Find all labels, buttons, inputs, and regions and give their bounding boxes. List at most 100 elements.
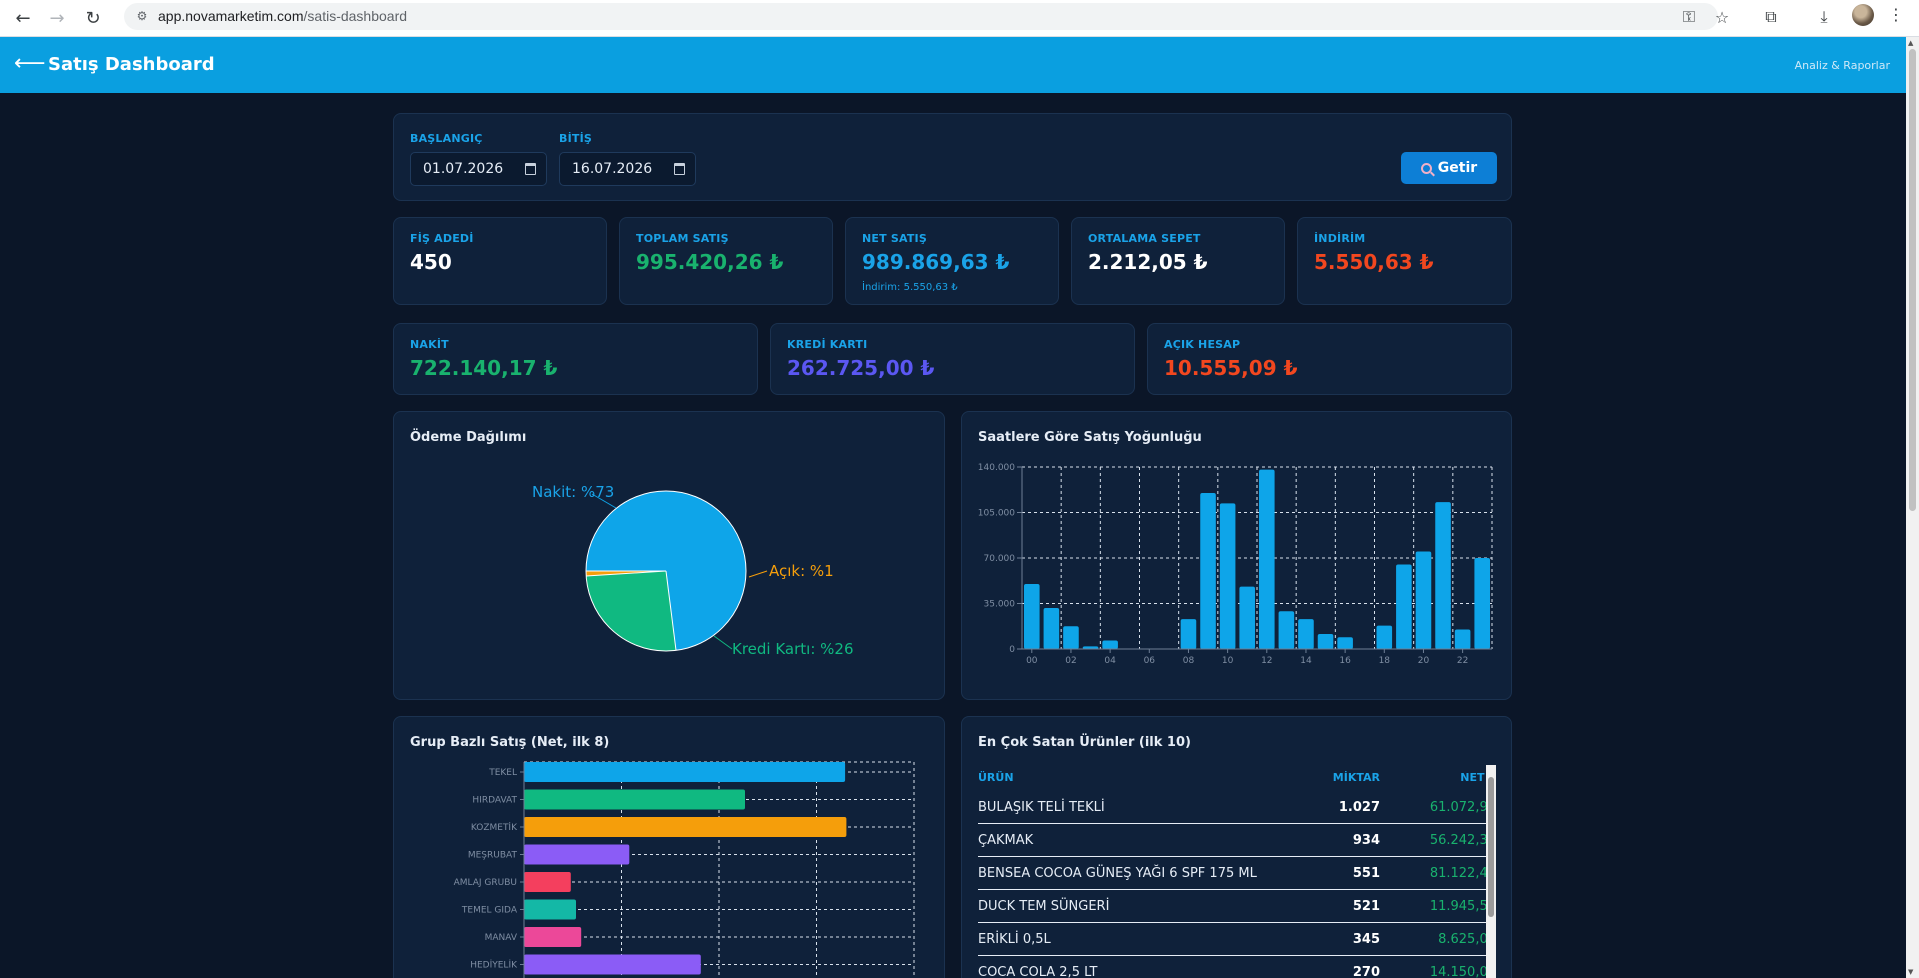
hour-bar[interactable] [1376,625,1393,649]
hour-bar[interactable] [1063,626,1079,649]
end-date-label: BİTİŞ [559,132,592,145]
fetch-button[interactable]: Getir [1401,152,1497,184]
hour-bar[interactable] [1415,551,1432,650]
hour-bar[interactable] [1239,586,1255,649]
group-bar[interactable] [524,872,571,892]
end-date-input[interactable]: 16.07.2026 [559,152,696,186]
page-scrollbar[interactable]: ▲ ▼ [1906,37,1919,978]
key-icon[interactable]: ⚿ [1682,7,1696,26]
back-icon[interactable]: ⟵ [14,51,46,76]
hour-bar[interactable] [1043,608,1060,649]
stat-card-total-sales: TOPLAM SATIŞ 995.420,26 ₺ [619,217,833,305]
column-header-quantity[interactable]: MİKTAR [1332,771,1380,784]
product-name: ERİKLİ 0,5L [978,932,1051,947]
back-arrow-icon[interactable]: ← [15,7,31,29]
group-sales-panel: Grup Bazlı Satış (Net, ilk 8) TEKEL HIRDA… [393,716,945,978]
group-bar[interactable] [524,789,745,810]
table-row[interactable]: ÇAKMAK 934 56.242,38 [978,824,1496,857]
address-bar[interactable]: ⚙ app.novamarketim.com/satis-dashboard [124,3,1718,30]
pie-leader-line [713,635,733,650]
url-text: app.novamarketim.com/satis-dashboard [158,8,408,24]
star-icon[interactable]: ☆ [1714,7,1730,27]
y-tick-label: 0 [1009,645,1015,655]
payment-distribution-panel: Ödeme Dağılımı Nakit: %73 Açık: %1 Kredi… [393,411,945,700]
hourly-sales-panel: Saatlere Göre Satış Yoğunluğu 0 35.000 70.… [961,411,1512,700]
group-bar[interactable] [524,844,630,865]
pie-label-credit: Kredi Kartı: %26 [732,640,854,658]
stat-value: 450 [410,250,452,274]
site-info-icon[interactable]: ⚙ [136,9,148,23]
hour-bar[interactable] [1474,558,1490,649]
hour-bar[interactable] [1219,503,1236,649]
table-row[interactable]: BULAŞIK TELİ TEKLİ 1.027 61.072,94 [978,791,1496,824]
payment-card-credit-card: KREDİ KARTI 262.725,00 ₺ [770,323,1135,395]
hour-bar[interactable] [1102,640,1118,649]
start-date-value: 01.07.2026 [423,161,504,177]
hour-bar[interactable] [1317,634,1334,649]
stat-note: İndirim: 5.550,63 ₺ [862,282,958,293]
stat-card-discount: İNDİRİM 5.550,63 ₺ [1297,217,1512,305]
product-quantity: 934 [1352,833,1380,848]
x-tick-label: 18 [1379,656,1391,666]
hour-bar[interactable] [1337,637,1353,649]
top-products-panel: En Çok Satan Ürünler (ilk 10) ÜRÜN MİKTA… [961,716,1512,978]
menu-icon[interactable]: ⋮ [1888,5,1904,24]
scrollbar-thumb[interactable] [1909,49,1916,511]
x-tick-label: 22 [1457,656,1468,666]
product-net: 81.122,45 [1429,866,1496,881]
category-label: MANAV [485,933,518,943]
reload-icon[interactable]: ↻ [85,7,101,29]
x-tick-label: 08 [1183,656,1195,666]
panel-title: Grup Bazlı Satış (Net, ilk 8) [410,735,610,750]
hour-bar[interactable] [1082,646,1099,649]
table-row[interactable]: DUCK TEM SÜNGERİ 521 11.945,53 [978,890,1496,923]
top-products-table: ÜRÜN MİKTAR NET ₺ BULAŞIK TELİ TEKLİ 1.02… [978,765,1496,978]
hour-bar[interactable] [1298,619,1314,649]
table-row[interactable]: ERİKLİ 0,5L 345 8.625,00 [978,923,1496,956]
scroll-up-icon[interactable]: ▲ [1908,39,1914,47]
hour-bar[interactable] [1396,564,1412,650]
hour-bar[interactable] [1278,611,1295,649]
table-row[interactable]: COCA COLA 2,5 LT 270 14.150,00 [978,956,1496,978]
product-net: 56.242,38 [1429,833,1496,848]
forward-arrow-icon[interactable]: → [49,7,65,29]
pie-slice-1[interactable] [586,571,677,651]
start-date-field: BAŞLANGIÇ 01.07.2026 [410,132,547,186]
payment-value: 10.555,09 ₺ [1164,356,1298,380]
column-header-product[interactable]: ÜRÜN [978,771,1014,784]
fetch-button-label: Getir [1437,160,1478,176]
hour-bar[interactable] [1435,502,1451,649]
product-quantity: 521 [1352,899,1380,914]
hour-bar[interactable] [1180,619,1197,649]
calendar-icon[interactable] [525,163,536,175]
group-bar[interactable] [524,762,846,782]
end-date-value: 16.07.2026 [572,161,653,177]
hour-bar[interactable] [1454,629,1471,650]
calendar-icon[interactable] [674,163,685,175]
payment-label: AÇIK HESAP [1164,338,1241,351]
product-net: 11.945,53 [1429,899,1496,914]
start-date-input[interactable]: 01.07.2026 [410,152,547,186]
download-icon[interactable]: ⤓ [1820,7,1828,26]
table-header: ÜRÜN MİKTAR NET ₺ [978,765,1496,791]
category-label: MEŞRUBAT [468,851,518,861]
group-bar[interactable] [524,927,582,947]
hour-bar[interactable] [1259,469,1275,649]
scrollbar-thumb[interactable] [1488,777,1494,917]
scroll-down-icon[interactable]: ▼ [1908,968,1914,976]
table-scrollbar[interactable] [1486,765,1496,978]
group-bar[interactable] [524,899,576,920]
group-bar[interactable] [524,954,701,975]
avatar[interactable] [1852,4,1874,26]
product-name: ÇAKMAK [978,833,1034,848]
table-row[interactable]: BENSEA COCOA GÜNEŞ YAĞI 6 SPF 175 ML 551 8… [978,857,1496,890]
extensions-icon[interactable]: ⧉ [1765,7,1777,26]
group-bar[interactable] [524,817,847,837]
payment-value: 262.725,00 ₺ [787,356,935,380]
hour-bar[interactable] [1024,584,1040,649]
x-tick-label: 16 [1339,656,1351,666]
hour-bar[interactable] [1200,493,1216,649]
search-icon [1420,162,1432,174]
y-tick-label: 105.000 [978,509,1015,519]
stat-value: 989.869,63 ₺ [862,250,1010,274]
